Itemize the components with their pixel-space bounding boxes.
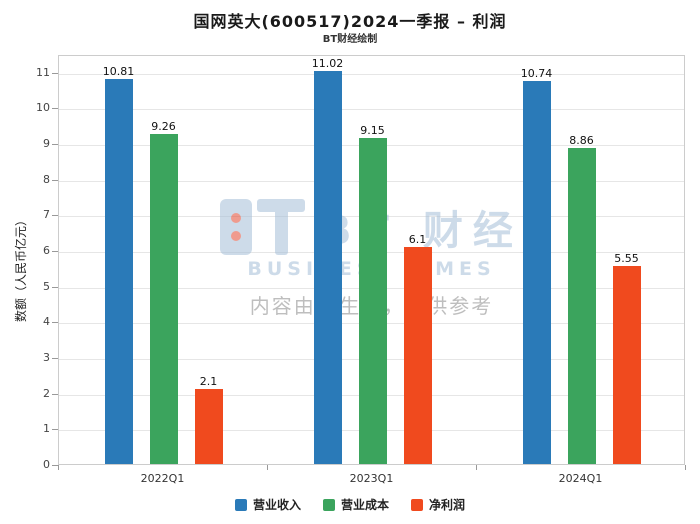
x-tick-mark [476,465,477,470]
x-tick-label: 2022Q1 [140,472,185,485]
legend-item[interactable]: 营业收入 [234,496,301,513]
y-tick-label: 2 [43,386,50,400]
bar [194,389,223,464]
y-tick-mark [52,251,58,253]
y-tick-mark [52,322,58,324]
bt-logo-t [257,199,306,255]
y-tick-label: 5 [43,279,50,293]
y-tick-mark [52,465,58,466]
x-tick-mark [685,465,686,470]
x-tick-mark [58,465,59,470]
y-tick-label: 1 [43,422,50,436]
legend-swatch [234,498,247,511]
legend-label: 净利润 [429,498,466,512]
legend-label: 营业成本 [340,498,389,512]
y-tick-mark [52,144,58,146]
y-tick-mark [52,179,58,181]
legend-item[interactable]: 营业成本 [322,496,389,513]
bar-value-label: 2.1 [199,375,218,389]
bar-value-label: 9.26 [151,119,176,133]
y-tick-label: 3 [43,351,50,365]
bar-value-label: 10.74 [520,67,553,81]
y-tick-mark [52,393,58,395]
bar [612,266,641,464]
x-tick-label: 2023Q1 [349,472,394,485]
y-tick-label: 6 [43,244,50,258]
y-tick-label: 10 [36,101,50,115]
bt-logo-box [220,199,253,255]
y-tick-label: 0 [43,458,50,471]
chart-subtitle: BT财经绘制 [322,34,378,45]
bar [149,133,178,464]
y-tick-mark [52,358,58,360]
legend-swatch [411,498,423,511]
grid-line [59,73,684,75]
y-tick-mark [52,72,58,74]
y-tick-mark [52,215,58,217]
bt-logo-icon [220,199,306,255]
bar-value-label: 8.86 [569,134,594,148]
bar [567,148,596,464]
x-tick-mark [267,465,268,470]
y-tick-mark [52,286,58,288]
y-tick-label: 8 [43,172,50,186]
legend-item[interactable]: 净利润 [411,496,465,513]
legend-label: 营业收入 [252,498,301,512]
bar-value-label: 10.81 [102,64,135,78]
grid-line [59,109,684,111]
y-axis-title: 数额（人民币亿元） [14,213,28,322]
plot-area: BT 财经 BUSINESS TIMES 内容由AI生成，仅供参考 10.819… [58,55,685,465]
y-tick-mark [52,108,58,110]
bar [104,78,133,464]
bar-value-label: 5.55 [614,252,639,266]
bar [358,137,387,464]
x-tick-label: 2024Q1 [558,472,603,485]
legend-swatch [322,498,335,511]
bar [522,81,551,464]
y-tick-label: 7 [43,208,50,222]
bar-value-label: 11.02 [311,57,344,71]
y-tick-label: 4 [43,315,50,329]
legend: 营业收入 营业成本 净利润 [0,496,700,513]
chart-title: 国网英大(600517)2024一季报 – 利润 [193,12,507,31]
bar [403,246,432,464]
bar-value-label: 6.1 [408,232,427,246]
bar-value-label: 9.15 [360,123,385,137]
y-tick-mark [52,429,58,431]
bar [313,71,342,464]
y-tick-label: 9 [43,137,50,151]
y-tick-label: 11 [36,65,50,79]
